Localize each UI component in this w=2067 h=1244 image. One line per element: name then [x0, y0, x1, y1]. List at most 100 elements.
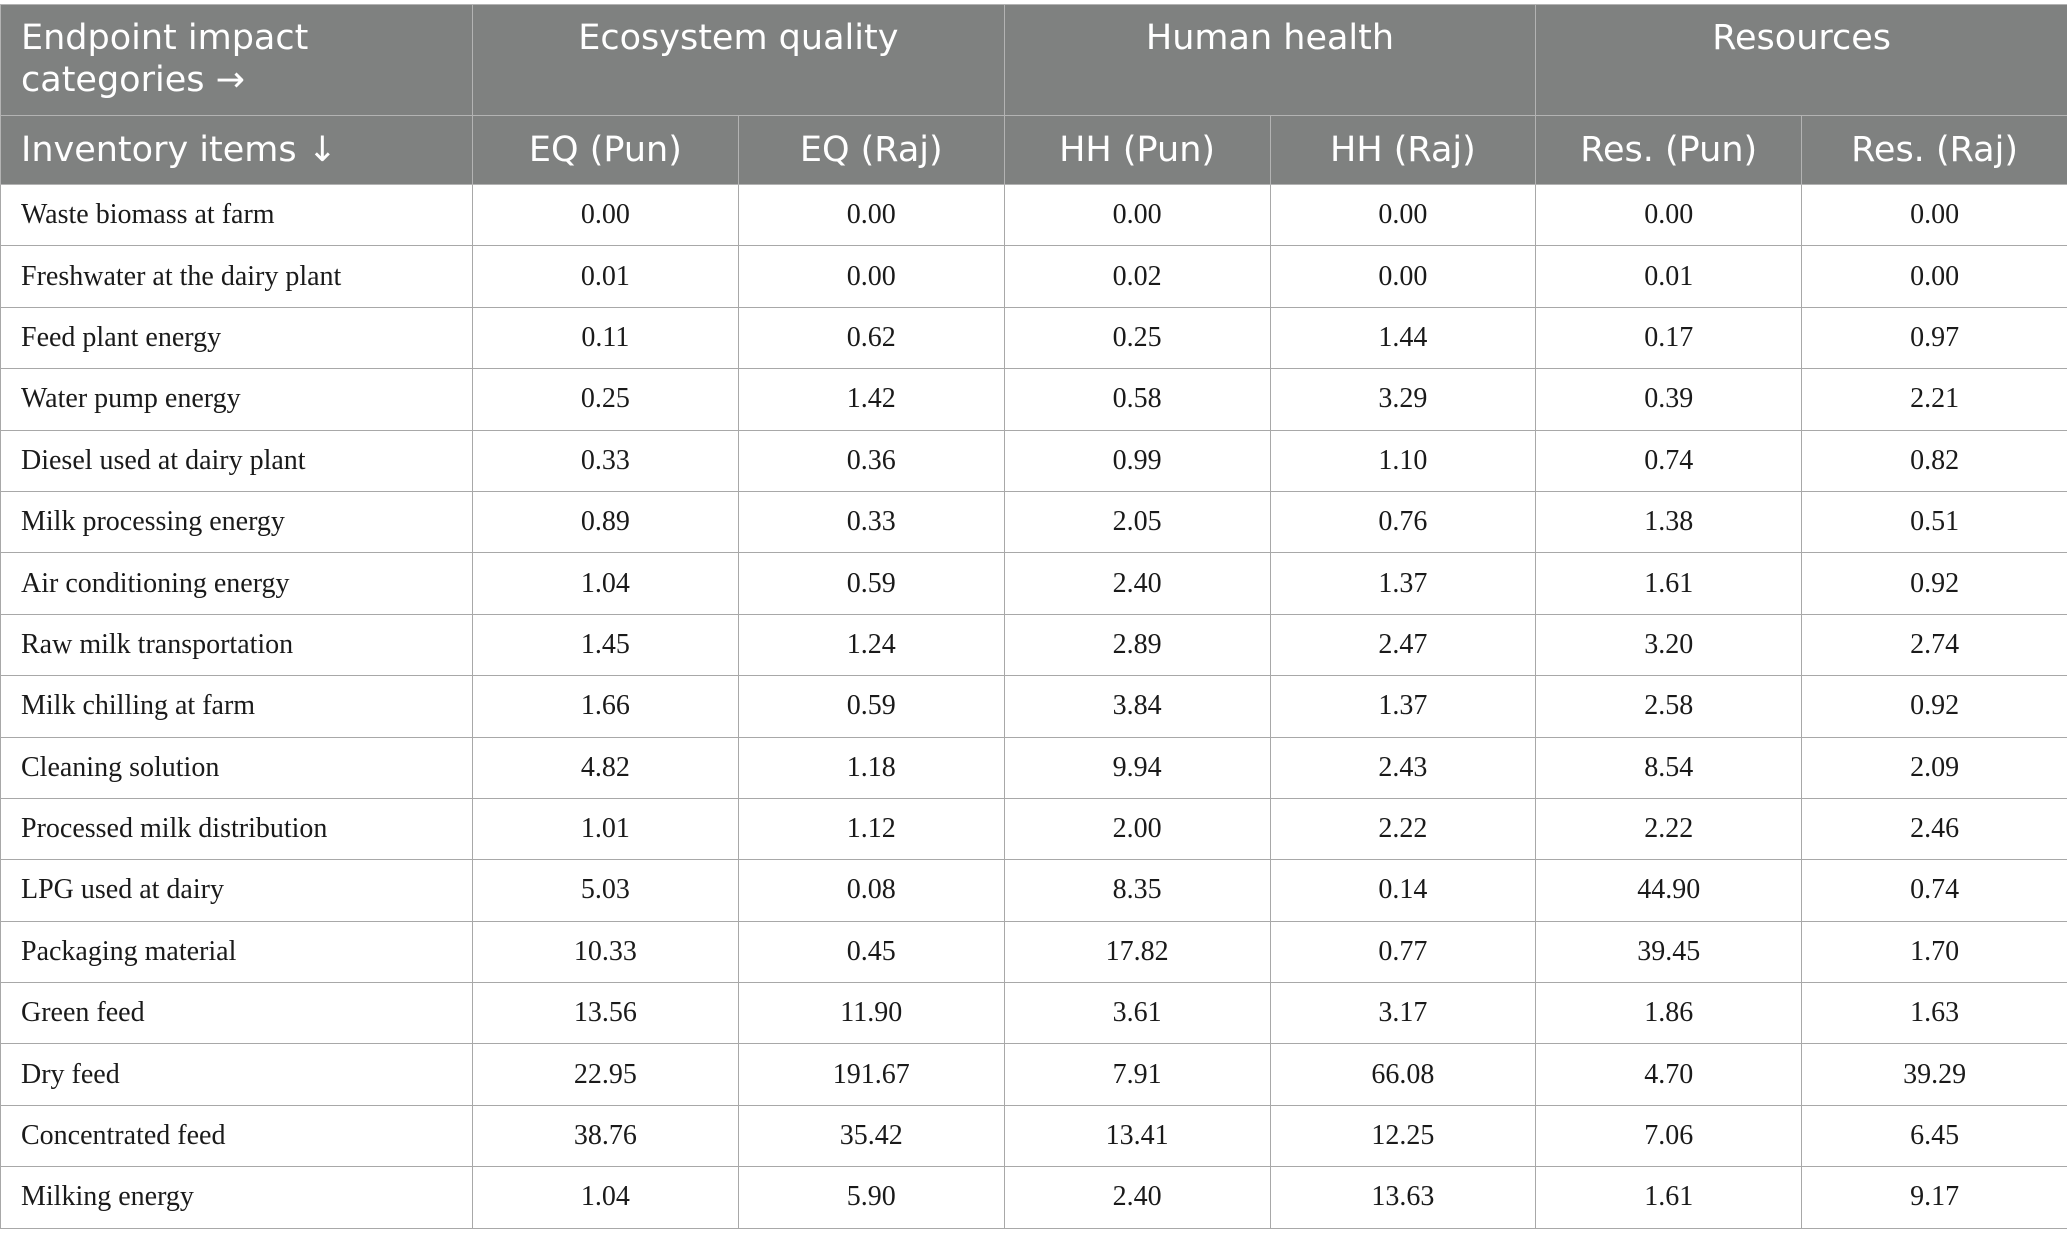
value-cell: 1.18 [737, 736, 1005, 799]
value-cell: 1.10 [1269, 429, 1537, 492]
value-cell: 0.45 [737, 920, 1005, 984]
value-cell: 0.00 [1535, 183, 1803, 247]
value-cell: 0.36 [737, 429, 1005, 492]
inventory-item-cell: Cleaning solution [0, 736, 473, 799]
impact-table: Endpoint impact categories → Ecosystem q… [0, 4, 2067, 1229]
value-cell: 0.11 [472, 306, 739, 370]
value-cell: 6.45 [1801, 1104, 2067, 1168]
value-cell: 1.12 [737, 797, 1005, 861]
value-cell: 1.70 [1801, 920, 2067, 984]
value-cell: 39.45 [1535, 920, 1803, 984]
value-cell: 0.00 [1003, 183, 1271, 247]
value-cell: 0.39 [1535, 368, 1803, 431]
value-cell: 3.20 [1535, 613, 1803, 677]
value-cell: 0.00 [1269, 183, 1537, 247]
column-header: HH (Pun) [1003, 115, 1271, 185]
value-cell: 2.00 [1003, 797, 1271, 861]
column-header: Res. (Pun) [1535, 115, 1803, 185]
value-cell: 0.01 [472, 245, 739, 308]
value-cell: 0.25 [472, 368, 739, 431]
value-cell: 0.01 [1535, 245, 1803, 308]
inventory-item-cell: LPG used at dairy [0, 859, 473, 922]
value-cell: 0.25 [1003, 306, 1271, 370]
value-cell: 0.97 [1801, 306, 2067, 370]
value-cell: 4.82 [472, 736, 739, 799]
table-row: Air conditioning energy 1.04 0.59 2.40 1.37 1… [0, 552, 2067, 615]
value-cell: 1.63 [1801, 982, 2067, 1045]
value-cell: 1.37 [1269, 552, 1537, 615]
value-cell: 0.59 [737, 552, 1005, 615]
value-cell: 9.94 [1003, 736, 1271, 799]
value-cell: 2.46 [1801, 797, 2067, 861]
value-cell: 0.08 [737, 859, 1005, 922]
inventory-item-cell: Processed milk distribution [0, 797, 473, 861]
value-cell: 5.90 [737, 1166, 1005, 1229]
table-row: Freshwater at the dairy plant 0.01 0.00 0.0… [0, 245, 2067, 308]
value-cell: 1.42 [737, 368, 1005, 431]
value-cell: 13.63 [1269, 1166, 1537, 1229]
value-cell: 1.61 [1535, 552, 1803, 615]
table-row: Diesel used at dairy plant 0.33 0.36 0.99 1.… [0, 429, 2067, 492]
inventory-item-cell: Packaging material [0, 920, 473, 984]
value-cell: 191.67 [737, 1043, 1005, 1106]
value-cell: 13.41 [1003, 1104, 1271, 1168]
inventory-item-cell: Freshwater at the dairy plant [0, 245, 473, 308]
inventory-item-cell: Waste biomass at farm [0, 183, 473, 247]
value-cell: 1.04 [472, 552, 739, 615]
value-cell: 0.76 [1269, 490, 1537, 554]
value-cell: 7.91 [1003, 1043, 1271, 1106]
value-cell: 0.33 [737, 490, 1005, 554]
table-row: Water pump energy 0.25 1.42 0.58 3.29 0.39 2.2… [0, 368, 2067, 431]
value-cell: 0.59 [737, 675, 1005, 738]
value-cell: 1.66 [472, 675, 739, 738]
value-cell: 1.04 [472, 1166, 739, 1229]
value-cell: 2.22 [1269, 797, 1537, 861]
inventory-item-cell: Diesel used at dairy plant [0, 429, 473, 492]
value-cell: 0.89 [472, 490, 739, 554]
value-cell: 0.00 [1269, 245, 1537, 308]
inventory-item-cell: Air conditioning energy [0, 552, 473, 615]
value-cell: 1.01 [472, 797, 739, 861]
value-cell: 0.62 [737, 306, 1005, 370]
inventory-item-cell: Water pump energy [0, 368, 473, 431]
table-row: Concentrated feed 38.76 35.42 13.41 12.25 7.0… [0, 1104, 2067, 1168]
value-cell: 2.58 [1535, 675, 1803, 738]
value-cell: 0.00 [1801, 245, 2067, 308]
value-cell: 0.74 [1535, 429, 1803, 492]
value-cell: 1.45 [472, 613, 739, 677]
value-cell: 0.14 [1269, 859, 1537, 922]
value-cell: 1.61 [1535, 1166, 1803, 1229]
inventory-item-cell: Feed plant energy [0, 306, 473, 370]
value-cell: 0.51 [1801, 490, 2067, 554]
value-cell: 44.90 [1535, 859, 1803, 922]
table-body: Waste biomass at farm 0.00 0.00 0.00 0.00 0.0… [0, 183, 2067, 1229]
value-cell: 66.08 [1269, 1043, 1537, 1106]
value-cell: 2.09 [1801, 736, 2067, 799]
value-cell: 2.43 [1269, 736, 1537, 799]
value-cell: 0.92 [1801, 675, 2067, 738]
inventory-item-cell: Raw milk transportation [0, 613, 473, 677]
inventory-item-cell: Dry feed [0, 1043, 473, 1106]
value-cell: 1.38 [1535, 490, 1803, 554]
corner-header-top: Endpoint impact categories → [0, 4, 473, 116]
table-row: Green feed 13.56 11.90 3.61 3.17 1.86 1.63 [0, 982, 2067, 1045]
value-cell: 8.35 [1003, 859, 1271, 922]
value-cell: 0.82 [1801, 429, 2067, 492]
value-cell: 39.29 [1801, 1043, 2067, 1106]
table-row: Raw milk transportation 1.45 1.24 2.89 2.47 3… [0, 613, 2067, 677]
value-cell: 3.17 [1269, 982, 1537, 1045]
group-header: Human health [1003, 4, 1537, 116]
value-cell: 2.21 [1801, 368, 2067, 431]
table-row: Waste biomass at farm 0.00 0.00 0.00 0.00 0.0… [0, 183, 2067, 247]
table-row: Milk processing energy 0.89 0.33 2.05 0.76 1.… [0, 490, 2067, 554]
value-cell: 22.95 [472, 1043, 739, 1106]
inventory-item-cell: Concentrated feed [0, 1104, 473, 1168]
value-cell: 0.92 [1801, 552, 2067, 615]
value-cell: 2.47 [1269, 613, 1537, 677]
table-row: Packaging material 10.33 0.45 17.82 0.77 39.4… [0, 920, 2067, 984]
value-cell: 0.00 [737, 245, 1005, 308]
value-cell: 2.40 [1003, 552, 1271, 615]
group-header: Ecosystem quality [472, 4, 1005, 116]
value-cell: 35.42 [737, 1104, 1005, 1168]
group-header: Resources [1535, 4, 2067, 116]
